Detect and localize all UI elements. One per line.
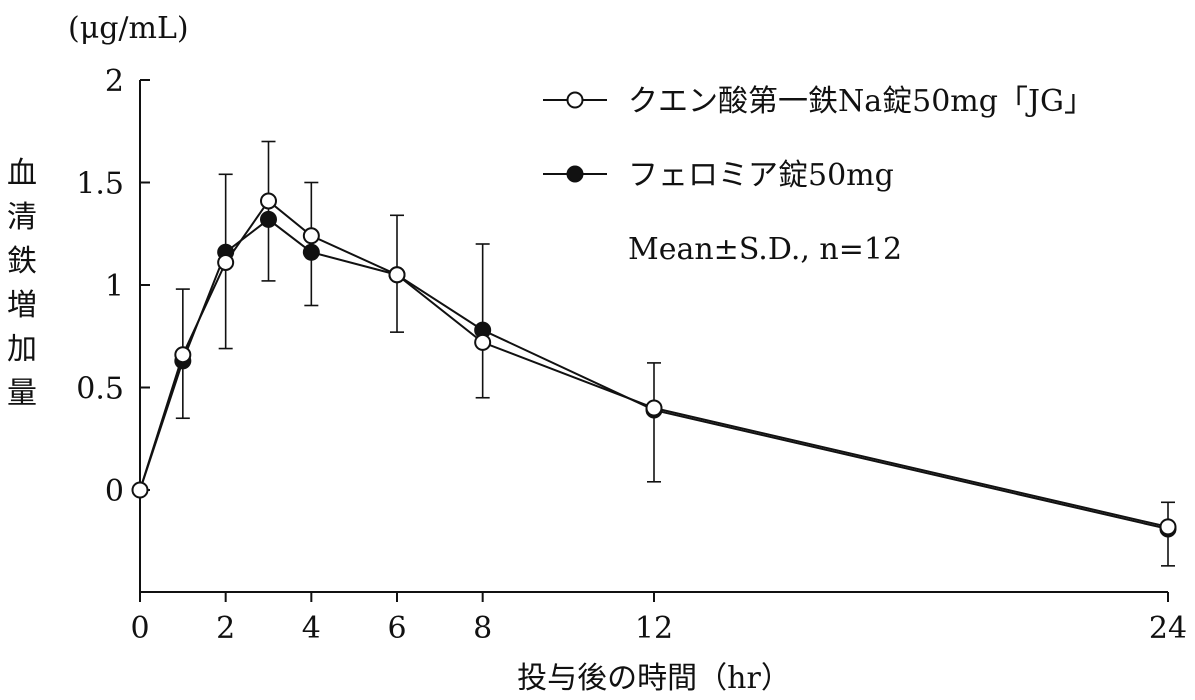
legend-item-series-2: フェロミア錠50mg bbox=[543, 158, 894, 193]
y-tick-label: 1.5 bbox=[76, 167, 124, 202]
data-point-open bbox=[302, 227, 320, 245]
x-tick-label: 6 bbox=[387, 611, 406, 646]
legend-marker-filled-circle bbox=[566, 165, 584, 183]
legend-item-series-1: クエン酸第一鉄Na錠50mg「JG」 bbox=[543, 84, 1094, 119]
x-tick-label: 8 bbox=[473, 611, 492, 646]
x-tick-label: 4 bbox=[302, 611, 321, 646]
y-tick-label: 2 bbox=[105, 64, 124, 99]
x-tick-label: 24 bbox=[1149, 611, 1187, 646]
data-points bbox=[131, 192, 1177, 538]
data-point-open bbox=[645, 399, 663, 417]
y-tick-label: 0.5 bbox=[76, 372, 124, 407]
legend: クエン酸第一鉄Na錠50mg「JG」 フェロミア錠50mg Mean±S.D.,… bbox=[543, 84, 1094, 267]
error-bars bbox=[175, 140, 1175, 567]
y-axis-label-char: 量 bbox=[7, 376, 37, 411]
data-point-open bbox=[174, 346, 192, 364]
x-tick-label: 12 bbox=[635, 611, 673, 646]
data-point-open bbox=[260, 192, 277, 210]
x-tick-label: 2 bbox=[216, 611, 235, 646]
legend-label-series-2: フェロミア錠50mg bbox=[628, 158, 894, 193]
stats-annotation: Mean±S.D., n=12 bbox=[628, 232, 902, 267]
data-point-open bbox=[388, 266, 406, 284]
data-point-open bbox=[217, 253, 235, 271]
y-axis-label-char: 清 bbox=[7, 200, 37, 235]
x-tick-label: 0 bbox=[130, 611, 149, 646]
y-axis-label-char: 加 bbox=[7, 332, 37, 367]
y-axis-label-char: 増 bbox=[7, 288, 37, 323]
data-point-filled bbox=[302, 243, 320, 261]
legend-marker-open-circle bbox=[566, 91, 584, 109]
x-axis-label: 投与後の時間（hr） bbox=[517, 661, 791, 696]
y-ticks: 0 0.5 1 1.5 2 bbox=[76, 64, 150, 509]
y-tick-label: 1 bbox=[105, 269, 124, 304]
data-point-open bbox=[131, 481, 149, 499]
data-point-filled bbox=[260, 210, 277, 228]
y-unit-label: (μg/mL) bbox=[68, 11, 189, 46]
y-axis-label-char: 血 bbox=[7, 156, 37, 191]
legend-label-series-1: クエン酸第一鉄Na錠50mg「JG」 bbox=[628, 84, 1094, 119]
data-point-open bbox=[1159, 518, 1177, 536]
data-point-open bbox=[474, 333, 492, 351]
y-axis-label-char: 鉄 bbox=[7, 244, 37, 279]
x-ticks: 0 2 4 6 8 12 24 bbox=[130, 592, 1187, 646]
y-tick-label: 0 bbox=[105, 474, 124, 509]
